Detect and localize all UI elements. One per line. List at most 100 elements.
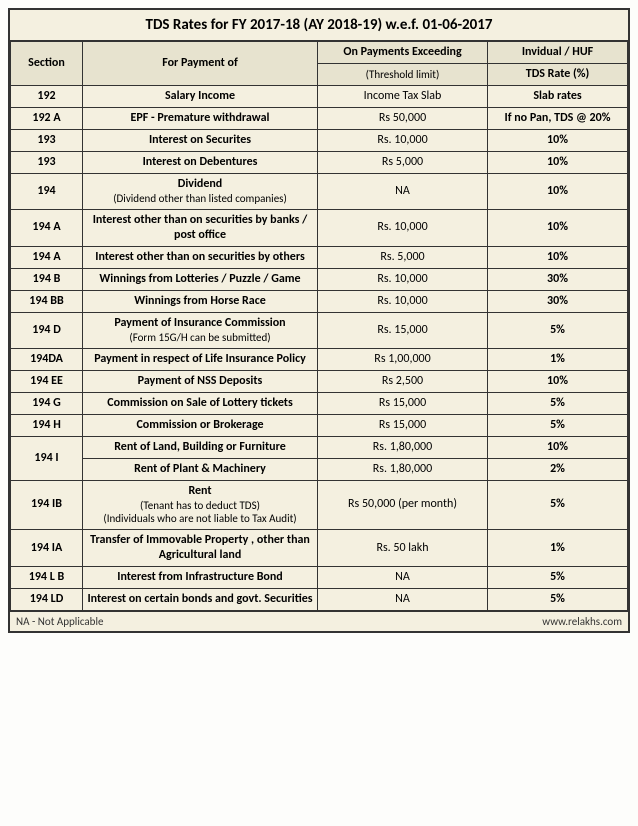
cell-payment: Payment of NSS Deposits xyxy=(83,370,318,392)
cell-threshold: Rs. 10,000 xyxy=(318,209,488,246)
table-row: 194 EEPayment of NSS DepositsRs 2,50010% xyxy=(11,370,628,392)
cell-threshold: Rs 5,000 xyxy=(318,152,488,174)
table-row: 194 AInterest other than on securities b… xyxy=(11,209,628,246)
cell-payment: Interest from Infrastructure Bond xyxy=(83,567,318,589)
footer-left: NA - Not Applicable xyxy=(16,615,103,628)
cell-section: 194DA xyxy=(11,348,83,370)
cell-threshold: NA xyxy=(318,174,488,210)
table-footer: NA - Not Applicable www.relakhs.com xyxy=(10,611,628,631)
cell-rate: 5% xyxy=(488,414,628,436)
cell-rate: 10% xyxy=(488,436,628,458)
cell-payment: Payment in respect of Life Insurance Pol… xyxy=(83,348,318,370)
cell-threshold: Rs 2,500 xyxy=(318,370,488,392)
table-row: 194 AInterest other than on securities b… xyxy=(11,246,628,268)
cell-threshold: Rs 15,000 xyxy=(318,392,488,414)
table-row: 194 DPayment of Insurance Commission(For… xyxy=(11,312,628,348)
header-payment: For Payment of xyxy=(83,42,318,86)
cell-threshold: Rs. 50 lakh xyxy=(318,530,488,567)
cell-threshold: Rs. 5,000 xyxy=(318,246,488,268)
cell-section: 194 BB xyxy=(11,290,83,312)
table-row: 193Interest on DebenturesRs 5,00010% xyxy=(11,152,628,174)
footer-right: www.relakhs.com xyxy=(542,615,622,628)
cell-rate: 5% xyxy=(488,312,628,348)
cell-payment: Rent of Land, Building or Furniture xyxy=(83,436,318,458)
header-threshold-sub: (Threshold limit) xyxy=(318,64,488,86)
table-row: 194 IRent of Land, Building or Furniture… xyxy=(11,436,628,458)
cell-threshold: Rs. 10,000 xyxy=(318,268,488,290)
cell-section: 194 B xyxy=(11,268,83,290)
cell-threshold: Rs. 10,000 xyxy=(318,290,488,312)
table-title: TDS Rates for FY 2017-18 (AY 2018-19) w.… xyxy=(10,10,628,41)
cell-payment: Payment of Insurance Commission(Form 15G… xyxy=(83,312,318,348)
cell-rate: 5% xyxy=(488,589,628,611)
cell-section: 194 A xyxy=(11,246,83,268)
cell-payment: EPF - Premature withdrawal xyxy=(83,108,318,130)
cell-rate: 10% xyxy=(488,174,628,210)
cell-rate: 30% xyxy=(488,290,628,312)
cell-threshold: Rs 1,00,000 xyxy=(318,348,488,370)
cell-section: 193 xyxy=(11,130,83,152)
cell-threshold: Rs 50,000 xyxy=(318,108,488,130)
cell-section: 193 xyxy=(11,152,83,174)
table-row: 194 BWinnings from Lotteries / Puzzle / … xyxy=(11,268,628,290)
cell-section: 194 EE xyxy=(11,370,83,392)
cell-threshold: NA xyxy=(318,589,488,611)
table-row: 194 IBRent(Tenant has to deduct TDS)(Ind… xyxy=(11,480,628,530)
cell-payment: Interest on Securites xyxy=(83,130,318,152)
cell-rate: 10% xyxy=(488,209,628,246)
cell-payment: Interest on Debentures xyxy=(83,152,318,174)
header-threshold-main: On Payments Exceeding xyxy=(318,42,488,64)
cell-section: 192 A xyxy=(11,108,83,130)
cell-rate: Slab rates xyxy=(488,86,628,108)
cell-rate: 5% xyxy=(488,480,628,530)
cell-payment: Rent(Tenant has to deduct TDS)(Individua… xyxy=(83,480,318,530)
table-row: 194Dividend(Dividend other than listed c… xyxy=(11,174,628,210)
header-rate-main: Invidual / HUF xyxy=(488,42,628,64)
cell-section: 194 G xyxy=(11,392,83,414)
tds-table: SectionFor Payment ofOn Payments Exceedi… xyxy=(10,41,628,611)
table-row: 194 GCommission on Sale of Lottery ticke… xyxy=(11,392,628,414)
table-row: 194 LDInterest on certain bonds and govt… xyxy=(11,589,628,611)
cell-threshold: Rs. 15,000 xyxy=(318,312,488,348)
cell-threshold: Rs 50,000 (per month) xyxy=(318,480,488,530)
cell-rate: 10% xyxy=(488,370,628,392)
table-row: 194 BBWinnings from Horse RaceRs. 10,000… xyxy=(11,290,628,312)
cell-threshold: Rs. 10,000 xyxy=(318,130,488,152)
cell-payment: Interest other than on securities by oth… xyxy=(83,246,318,268)
table-row: 192 AEPF - Premature withdrawalRs 50,000… xyxy=(11,108,628,130)
cell-section: 194 L B xyxy=(11,567,83,589)
cell-payment: Winnings from Lotteries / Puzzle / Game xyxy=(83,268,318,290)
cell-threshold: Rs. 1,80,000 xyxy=(318,436,488,458)
cell-rate: 1% xyxy=(488,348,628,370)
cell-payment: Transfer of Immovable Property , other t… xyxy=(83,530,318,567)
cell-section: 194 IB xyxy=(11,480,83,530)
cell-rate: If no Pan, TDS @ 20% xyxy=(488,108,628,130)
cell-section: 192 xyxy=(11,86,83,108)
cell-payment: Rent of Plant & Machinery xyxy=(83,458,318,480)
cell-rate: 10% xyxy=(488,152,628,174)
cell-threshold: Income Tax Slab xyxy=(318,86,488,108)
cell-rate: 1% xyxy=(488,530,628,567)
tds-table-container: TDS Rates for FY 2017-18 (AY 2018-19) w.… xyxy=(8,8,630,633)
table-row: 194 L BInterest from Infrastructure Bond… xyxy=(11,567,628,589)
header-section: Section xyxy=(11,42,83,86)
table-row: 193Interest on SecuritesRs. 10,00010% xyxy=(11,130,628,152)
cell-threshold: Rs 15,000 xyxy=(318,414,488,436)
cell-rate: 10% xyxy=(488,130,628,152)
cell-rate: 5% xyxy=(488,567,628,589)
cell-rate: 10% xyxy=(488,246,628,268)
cell-section: 194 IA xyxy=(11,530,83,567)
header-rate-sub: TDS Rate (%) xyxy=(488,64,628,86)
cell-payment: Dividend(Dividend other than listed comp… xyxy=(83,174,318,210)
cell-payment: Commission on Sale of Lottery tickets xyxy=(83,392,318,414)
cell-threshold: Rs. 1,80,000 xyxy=(318,458,488,480)
cell-payment: Interest on certain bonds and govt. Secu… xyxy=(83,589,318,611)
cell-payment: Winnings from Horse Race xyxy=(83,290,318,312)
table-row: 194 IATransfer of Immovable Property , o… xyxy=(11,530,628,567)
cell-payment: Interest other than on securities by ban… xyxy=(83,209,318,246)
table-row: 194 HCommission or BrokerageRs 15,0005% xyxy=(11,414,628,436)
cell-section: 194 LD xyxy=(11,589,83,611)
cell-threshold: NA xyxy=(318,567,488,589)
table-row: 194DAPayment in respect of Life Insuranc… xyxy=(11,348,628,370)
cell-rate: 5% xyxy=(488,392,628,414)
